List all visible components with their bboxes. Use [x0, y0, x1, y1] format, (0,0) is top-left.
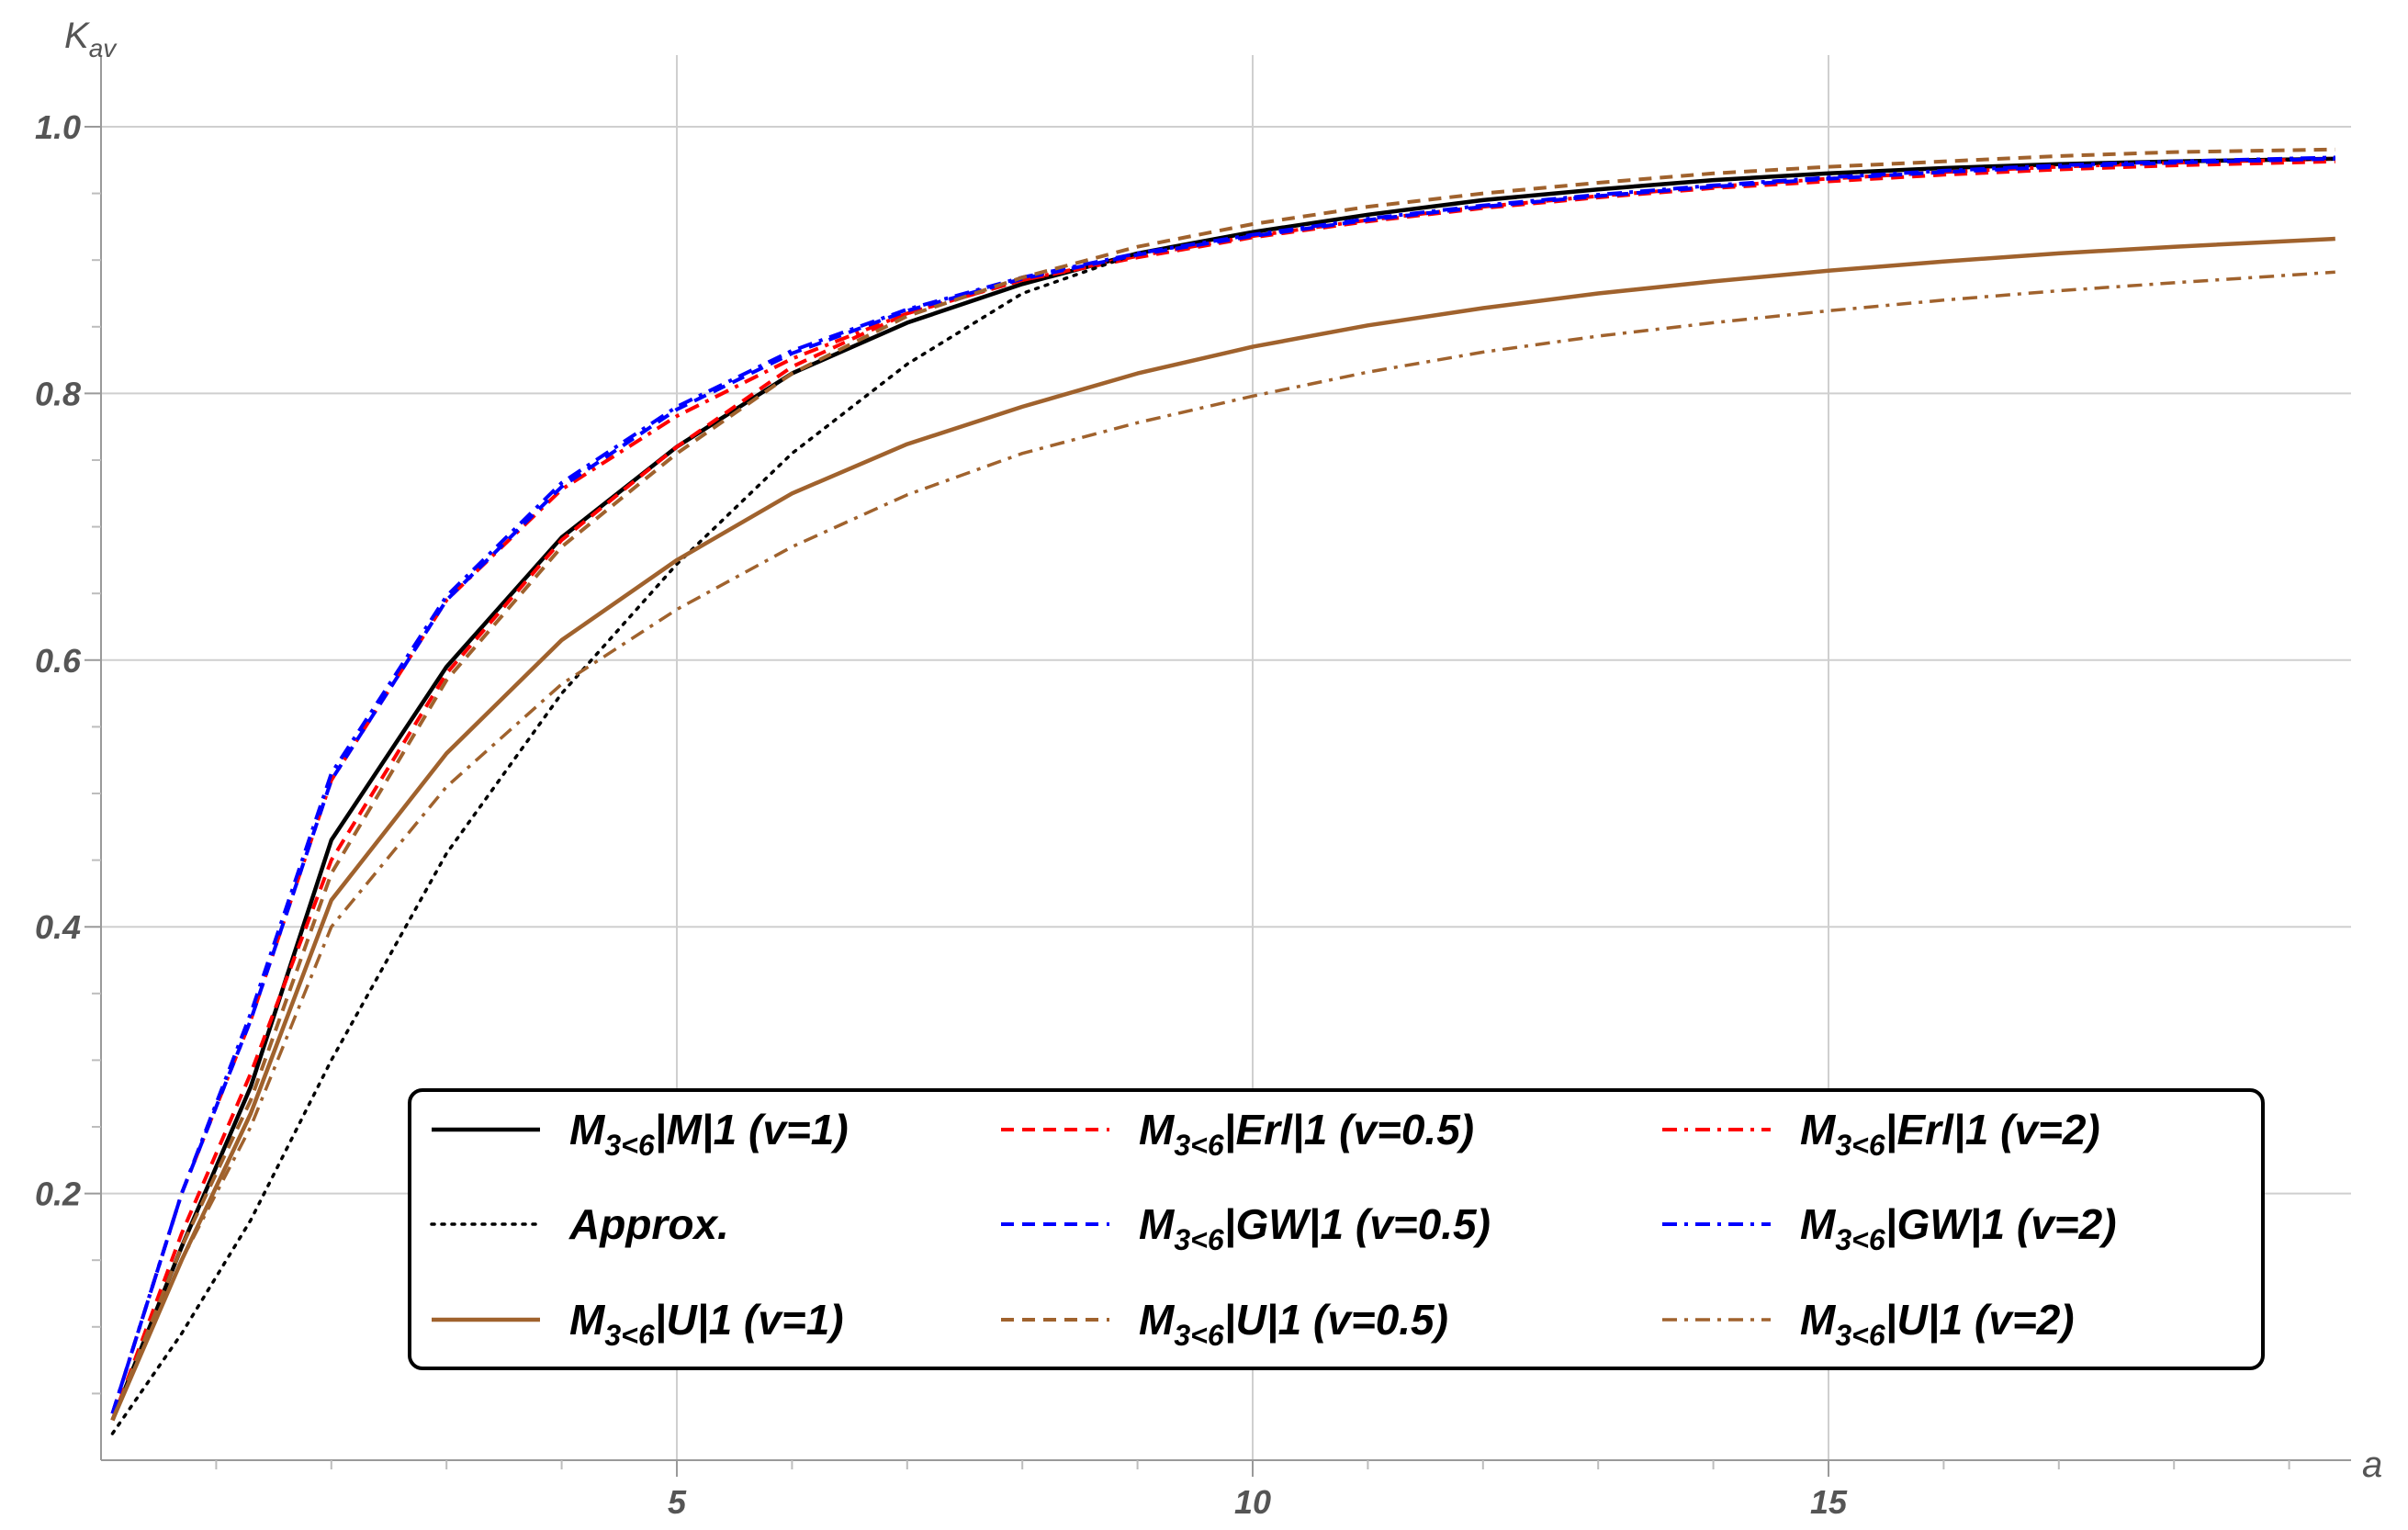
- series-lines: [110, 147, 2337, 1435]
- legend-box: [408, 1088, 2265, 1370]
- series-line-u1: [110, 236, 2335, 1422]
- legend-item-u05: M3<6|U|1 (v=0.5): [1001, 1296, 1448, 1352]
- series-line-gw2: [110, 155, 2335, 1414]
- series-line-approx: [110, 157, 2337, 1435]
- x-tick-label: 15: [1810, 1483, 1848, 1521]
- series-line-gw05: [110, 156, 2335, 1414]
- legend-item-erl05: M3<6|Erl|1 (v=0.5): [1001, 1106, 1474, 1162]
- legend-label: M3<6|M|1 (v=1): [569, 1106, 849, 1162]
- y-tick-label: 1.0: [35, 108, 81, 146]
- legend-label: M3<6|U|1 (v=0.5): [1139, 1296, 1448, 1352]
- legend-label: M3<6|GW|1 (v=2): [1800, 1200, 2117, 1256]
- legend-label: M3<6|U|1 (v=2): [1800, 1296, 2075, 1352]
- legend-item-gw05: M3<6|GW|1 (v=0.5): [1001, 1200, 1491, 1256]
- tick-marks: [84, 126, 2290, 1477]
- y-axis-label: Kav: [64, 16, 118, 62]
- x-tick-label: 10: [1234, 1483, 1271, 1521]
- y-tick-label: 0.6: [35, 642, 82, 680]
- legend-label: M3<6|U|1 (v=1): [569, 1296, 844, 1352]
- axes: [100, 55, 2351, 1461]
- legend-label: M3<6|Erl|1 (v=0.5): [1139, 1106, 1474, 1162]
- x-axis-label: a: [2362, 1445, 2382, 1485]
- y-tick-label: 0.2: [35, 1176, 81, 1213]
- legend-item-u1: M3<6|U|1 (v=1): [432, 1296, 844, 1352]
- legend-label: Approx.: [568, 1200, 729, 1248]
- y-tick-label: 0.8: [35, 375, 81, 412]
- tick-labels: 5 10 15 0.2 0.4 0.6 0.8 1.0: [35, 108, 1848, 1521]
- series-line-u2: [110, 270, 2335, 1422]
- legend-item-approx: Approx.: [430, 1200, 729, 1248]
- y-tick-label: 0.4: [35, 908, 81, 946]
- legend: M3<6|M|1 (v=1) M3<6|Erl|1 (v=0.5) M3<6|Erl…: [408, 1088, 2265, 1370]
- legend-item-mm: M3<6|M|1 (v=1): [432, 1106, 849, 1162]
- legend-label: M3<6|GW|1 (v=0.5): [1139, 1200, 1491, 1256]
- legend-item-erl2: M3<6|Erl|1 (v=2): [1662, 1106, 2100, 1162]
- series-line-erl05: [110, 159, 2335, 1422]
- legend-item-gw2: M3<6|GW|1 (v=2): [1662, 1200, 2117, 1256]
- series-line-u05: [110, 147, 2335, 1422]
- legend-label: M3<6|Erl|1 (v=2): [1800, 1106, 2100, 1162]
- legend-item-u2: M3<6|U|1 (v=2): [1662, 1296, 2075, 1352]
- x-tick-label: 5: [668, 1483, 687, 1521]
